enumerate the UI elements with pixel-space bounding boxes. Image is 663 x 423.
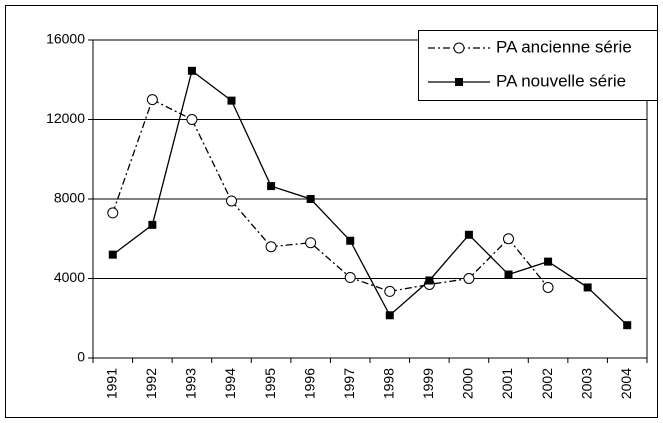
y-tick-label: 0: [77, 349, 85, 365]
marker: [306, 195, 315, 203]
marker: [187, 66, 196, 75]
x-tick-label: 2003: [578, 368, 594, 399]
marker: [267, 182, 276, 191]
legend-box: [418, 30, 658, 101]
marker: [385, 311, 394, 320]
x-tick-label: 1992: [143, 368, 159, 399]
y-tick-label: 4000: [54, 269, 85, 285]
marker: [305, 237, 317, 249]
marker: [504, 270, 513, 279]
marker: [107, 207, 119, 219]
y-tick-label: 8000: [54, 190, 85, 206]
marker: [227, 96, 236, 105]
marker: [544, 257, 553, 266]
legend-marker: [455, 78, 463, 86]
series-line: [112, 69, 628, 326]
marker: [542, 281, 554, 293]
marker: [226, 195, 237, 207]
marker: [265, 241, 277, 253]
legend-label: PA nouvelle série: [496, 71, 626, 90]
x-tick-label: 1997: [341, 368, 357, 399]
x-tick-label: 1998: [380, 368, 396, 399]
x-tick-label: 2001: [499, 368, 515, 399]
x-tick-label: 1994: [222, 368, 238, 399]
marker: [583, 283, 592, 292]
x-tick-label: 1995: [262, 368, 278, 399]
marker: [146, 94, 158, 106]
legend-marker: [453, 42, 465, 54]
x-tick-label: 2000: [460, 368, 476, 399]
marker: [186, 114, 198, 125]
y-tick-label: 16000: [46, 31, 85, 47]
x-tick-label: 1993: [183, 368, 199, 399]
marker: [503, 233, 514, 245]
y-tick-label: 12000: [46, 110, 85, 126]
marker: [463, 273, 475, 284]
x-tick-label: 1999: [420, 368, 436, 399]
marker: [384, 285, 396, 297]
marker: [623, 321, 632, 330]
series-line: [112, 98, 549, 293]
marker: [464, 230, 473, 239]
legend-label: PA ancienne série: [496, 37, 632, 56]
x-tick-label: 1991: [103, 368, 119, 399]
x-tick-label: 2002: [539, 368, 555, 399]
x-tick-label: 1996: [301, 368, 317, 399]
x-tick-label: 2004: [618, 368, 634, 399]
marker: [344, 272, 356, 284]
marker: [425, 276, 434, 285]
marker: [108, 250, 117, 259]
marker: [148, 220, 157, 229]
marker: [346, 236, 355, 245]
